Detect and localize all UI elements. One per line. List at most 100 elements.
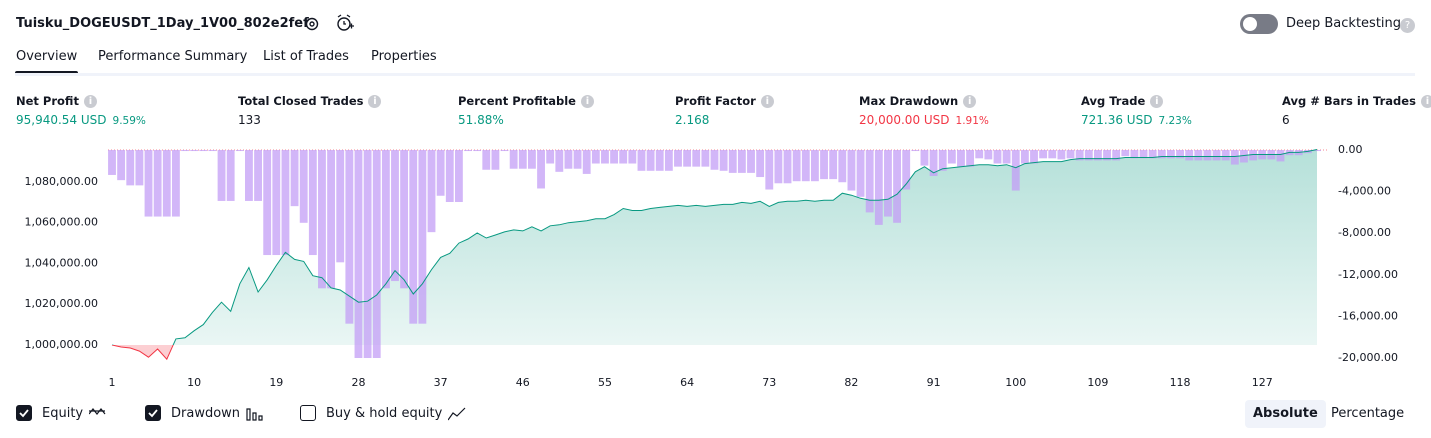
drawdown-bar <box>135 150 144 186</box>
x-tick-label: 100 <box>1005 376 1026 389</box>
drawdown-bar <box>281 150 290 256</box>
metric-value: 2.168 <box>675 113 709 127</box>
drawdown-bar <box>601 150 609 164</box>
metric-amount: 6 <box>1282 113 1290 127</box>
drawdown-bar <box>190 150 199 152</box>
drawdown-bar <box>993 150 1002 164</box>
drawdown-bar <box>1002 150 1011 164</box>
x-tick-label: 28 <box>351 376 365 389</box>
drawdown-bar <box>874 150 883 225</box>
drawdown-bar <box>1221 150 1230 161</box>
y2-tick-label: -16,000.00 <box>1338 309 1398 322</box>
drawdown-bar <box>810 150 819 182</box>
tab[interactable]: Performance Summary <box>98 49 248 64</box>
y2-tick-label: 0.00 <box>1338 143 1363 156</box>
metric-amount: 133 <box>238 113 261 127</box>
drawdown-bar <box>920 150 929 166</box>
drawdown-bar <box>208 150 217 152</box>
metric-value: 133 <box>238 113 261 127</box>
drawdown-bar <box>226 150 235 201</box>
info-icon[interactable]: i <box>580 95 594 108</box>
y2-tick-label: -8,000.00 <box>1338 226 1391 239</box>
equity-line <box>112 149 1318 345</box>
drawdown-bar <box>838 150 847 183</box>
option-label[interactable]: Equity <box>42 406 84 421</box>
drawdown-bar <box>792 150 801 182</box>
info-icon[interactable]: i <box>760 95 774 108</box>
metric-name: Total Closed Trades <box>238 94 364 108</box>
drawdown-bar <box>1249 150 1258 161</box>
metric-name: Percent Profitable <box>458 94 576 108</box>
drawdown-bar <box>975 150 984 159</box>
strategy-title: Tuisku_DOGEUSDT_1Day_1V00_802e2fef <box>16 16 309 31</box>
drawdown-bar <box>318 150 326 289</box>
metric-value: 20,000.00 USD 1.91% <box>859 113 989 127</box>
option-icon <box>89 408 106 415</box>
option-label[interactable]: Drawdown <box>171 406 241 421</box>
x-tick-label: 73 <box>762 376 776 389</box>
drawdown-bar <box>1093 150 1102 161</box>
tab-divider <box>15 73 1415 76</box>
info-icon[interactable]: i <box>1150 95 1164 108</box>
drawdown-bar <box>1185 150 1194 161</box>
metric-label: Total Closed Trades i <box>238 94 382 108</box>
metric-value: 721.36 USD 7.23% <box>1081 113 1192 127</box>
metric-amount: 721.36 USD <box>1081 113 1153 127</box>
drawdown-bar <box>372 150 381 358</box>
checkbox[interactable] <box>16 405 32 421</box>
settings-icon[interactable] <box>302 14 322 34</box>
deep-backtesting-toggle[interactable] <box>1240 14 1278 34</box>
tab[interactable]: Properties <box>371 49 437 64</box>
info-icon[interactable]: i <box>368 95 382 108</box>
metric-percent: 1.91% <box>955 115 989 127</box>
drawdown-bar <box>674 150 682 167</box>
x-tick-label: 55 <box>598 376 612 389</box>
option-label[interactable]: Buy & hold equity <box>326 406 443 421</box>
metric-amount: 20,000.00 USD <box>859 113 950 127</box>
check-mark <box>19 409 29 418</box>
drawdown-bar <box>765 150 774 190</box>
drawdown-bar <box>1048 150 1057 159</box>
checkbox[interactable] <box>300 405 316 421</box>
metric-value: 95,940.54 USD 9.59% <box>16 113 146 127</box>
drawdown-bar <box>482 150 491 170</box>
tab[interactable]: Overview <box>16 49 78 64</box>
drawdown-bar <box>454 150 463 202</box>
drawdown-bar <box>865 150 874 213</box>
drawdown-bar <box>582 150 591 174</box>
drawdown-bar <box>1057 150 1066 160</box>
drawdown-bar <box>1121 150 1130 157</box>
drawdown-bar <box>1084 150 1093 161</box>
drawdown-bar <box>299 150 308 223</box>
x-tick-label: 64 <box>680 376 694 389</box>
mode-button[interactable]: Absolute <box>1245 400 1326 428</box>
checkbox[interactable] <box>145 405 161 421</box>
info-icon[interactable]: i <box>1420 95 1431 108</box>
drawdown-bar <box>245 150 253 201</box>
drawdown-bar <box>1203 150 1212 161</box>
drawdown-bar <box>646 150 655 171</box>
drawdown-bar <box>573 150 582 169</box>
metric-amount: 2.168 <box>675 113 710 127</box>
drawdown-bar <box>564 150 573 169</box>
drawdown-bar <box>1130 150 1139 159</box>
metric-percent: 7.23% <box>1158 115 1192 127</box>
drawdown-bar <box>381 150 390 289</box>
drawdown-bar <box>473 150 482 152</box>
drawdown-bar <box>938 150 947 171</box>
alert-icon[interactable] <box>335 13 355 33</box>
help-icon[interactable]: ? <box>1400 18 1415 33</box>
info-icon[interactable]: i <box>83 95 97 108</box>
drawdown-bar <box>108 150 116 175</box>
drawdown-bar <box>664 150 673 171</box>
drawdown-bar <box>728 150 737 173</box>
drawdown-bar <box>1276 150 1285 162</box>
metric-label: Profit Factor i <box>675 94 774 108</box>
x-tick-label: 91 <box>927 376 941 389</box>
y-tick-label: 1,080,000.00 <box>25 175 98 188</box>
drawdown-bar <box>409 150 418 324</box>
drawdown-bar <box>1039 150 1048 159</box>
info-icon[interactable]: i <box>963 95 977 108</box>
tab[interactable]: List of Trades <box>263 49 349 64</box>
mode-button[interactable]: Percentage <box>1331 406 1405 421</box>
